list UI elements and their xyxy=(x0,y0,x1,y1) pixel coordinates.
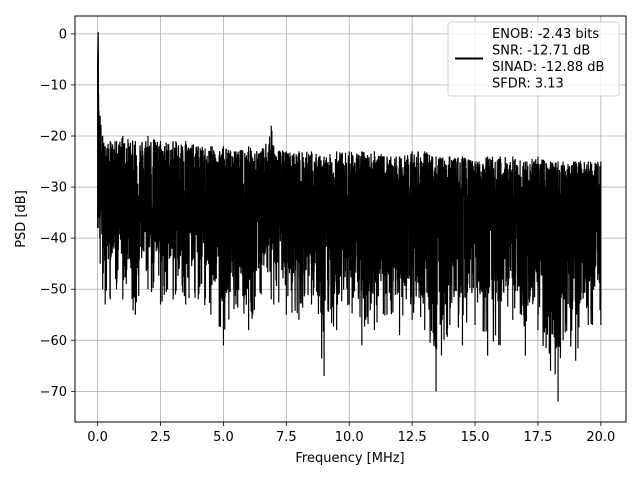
plot-area xyxy=(97,31,602,402)
y-tick-label: −30 xyxy=(40,181,67,196)
x-tick-label: 2.5 xyxy=(150,430,171,445)
y-axis-title: PSD [dB] xyxy=(14,190,29,248)
y-tick-label: −10 xyxy=(40,78,67,93)
y-axis-ticks: 0 −10 −20 −30 −40 −50 −60 −70 xyxy=(40,27,75,400)
x-tick-label: 20.0 xyxy=(586,430,615,445)
legend-box xyxy=(447,21,620,97)
y-tick-label: −40 xyxy=(40,232,67,247)
x-axis-ticks: 0.0 2.5 5.0 7.5 10.0 12.5 15.0 17.5 20.0 xyxy=(87,422,615,445)
x-tick-label: 10.0 xyxy=(335,430,364,445)
y-tick-label: −20 xyxy=(40,130,67,145)
x-tick-label: 7.5 xyxy=(276,430,297,445)
psd-series-line xyxy=(97,31,602,402)
series-group xyxy=(97,31,602,402)
x-tick-label: 15.0 xyxy=(461,430,490,445)
legend-entry-sinad: SINAD: -12.88 dB xyxy=(492,60,604,75)
x-tick-label: 5.0 xyxy=(213,430,234,445)
y-tick-label: 0 xyxy=(59,27,67,42)
legend: ENOB: -2.43 bits SNR: -12.71 dB SINAD: -… xyxy=(447,21,620,97)
x-tick-label: 0.0 xyxy=(87,430,108,445)
x-axis-title: Frequency [MHz] xyxy=(295,451,404,466)
legend-entry-sfdr: SFDR: 3.13 xyxy=(492,77,564,92)
x-tick-label: 17.5 xyxy=(523,430,552,445)
legend-entry-enob: ENOB: -2.43 bits xyxy=(492,27,599,42)
axes-frame xyxy=(74,15,627,423)
legend-entry-snr: SNR: -12.71 dB xyxy=(492,44,590,59)
y-tick-label: −50 xyxy=(40,283,67,298)
y-tick-label: −70 xyxy=(40,385,67,400)
x-tick-label: 12.5 xyxy=(398,430,427,445)
y-tick-label: −60 xyxy=(40,334,67,349)
